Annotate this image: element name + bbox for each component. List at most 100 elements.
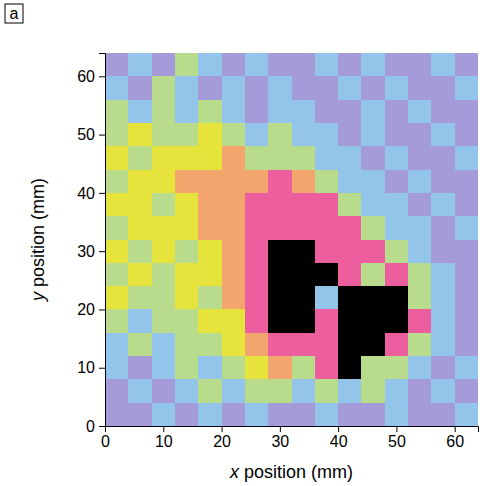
heat-cell — [408, 193, 431, 216]
x-tick-mark — [163, 426, 164, 432]
heat-cell — [105, 356, 128, 379]
heat-cell — [128, 170, 151, 193]
heat-cell — [385, 193, 408, 216]
heat-cell — [431, 53, 454, 76]
heat-cell — [361, 123, 384, 146]
heat-cell — [268, 216, 291, 239]
heat-cell — [268, 123, 291, 146]
y-tick-label: 20 — [77, 301, 95, 318]
heat-cell — [105, 333, 128, 356]
heat-cell — [222, 123, 245, 146]
heat-cell — [455, 263, 478, 286]
heat-cell — [105, 403, 128, 426]
heat-cell — [408, 309, 431, 332]
heat-cell — [361, 333, 384, 356]
heat-cell — [408, 263, 431, 286]
panel-letter: a — [10, 5, 19, 22]
heat-cell — [455, 146, 478, 169]
heat-cell — [222, 170, 245, 193]
heat-cell — [198, 193, 221, 216]
x-axis-line — [106, 427, 479, 433]
heat-cell — [268, 263, 291, 286]
heat-cell — [338, 76, 361, 99]
y-tick-mark — [99, 251, 105, 252]
heat-cell — [198, 286, 221, 309]
heat-cell — [152, 333, 175, 356]
x-tick-mark — [222, 426, 223, 432]
heat-cell — [385, 286, 408, 309]
y-tick-label: 0 — [86, 418, 95, 435]
heat-cell — [268, 286, 291, 309]
heat-cell — [105, 170, 128, 193]
heat-cell — [361, 146, 384, 169]
heat-cell — [245, 146, 268, 169]
heat-cell — [268, 356, 291, 379]
heat-cell — [455, 379, 478, 402]
y-axis-line — [99, 54, 106, 427]
y-tick-label: 40 — [77, 184, 95, 201]
heat-cell — [292, 100, 315, 123]
heat-cell — [105, 263, 128, 286]
x-tick-label: 0 — [101, 433, 110, 450]
heat-cell — [105, 100, 128, 123]
heat-cell — [222, 76, 245, 99]
x-tick-label: 60 — [446, 433, 464, 450]
heat-cell — [245, 240, 268, 263]
heat-cell — [408, 146, 431, 169]
heat-cell — [175, 309, 198, 332]
heat-cell — [385, 53, 408, 76]
y-tick-label: 60 — [77, 68, 95, 85]
heat-cell — [431, 356, 454, 379]
heat-cell — [408, 379, 431, 402]
heat-cell — [152, 403, 175, 426]
heat-cell — [361, 170, 384, 193]
heat-cell — [338, 309, 361, 332]
heat-cell — [222, 53, 245, 76]
heat-cell — [431, 193, 454, 216]
y-tick: 0 — [86, 418, 105, 435]
heat-cell — [268, 170, 291, 193]
heat-cell — [105, 193, 128, 216]
heat-cell — [315, 123, 338, 146]
heat-cell — [338, 240, 361, 263]
heat-cell — [128, 146, 151, 169]
heat-cell — [152, 263, 175, 286]
heat-cell — [361, 216, 384, 239]
heat-cell — [175, 123, 198, 146]
heat-cell — [315, 170, 338, 193]
heat-cell — [292, 216, 315, 239]
heat-cell — [222, 240, 245, 263]
heat-cell — [338, 53, 361, 76]
heat-cell — [245, 123, 268, 146]
heat-cell — [198, 100, 221, 123]
heat-cell — [152, 286, 175, 309]
heat-cell — [431, 216, 454, 239]
heat-cell — [292, 263, 315, 286]
heat-cell — [128, 356, 151, 379]
heat-cell — [408, 53, 431, 76]
heat-cell — [128, 403, 151, 426]
heat-cell — [431, 240, 454, 263]
x-tick: 40 — [330, 426, 348, 450]
x-tick: 20 — [213, 426, 231, 450]
heat-cell — [245, 286, 268, 309]
heat-cell — [222, 356, 245, 379]
heat-cell — [408, 216, 431, 239]
y-tick-label: 10 — [77, 359, 95, 376]
heat-cell — [222, 100, 245, 123]
heat-cell — [245, 193, 268, 216]
heat-cell — [315, 356, 338, 379]
heat-cell — [455, 123, 478, 146]
heat-cell — [198, 403, 221, 426]
heat-cell — [455, 309, 478, 332]
heat-cell — [338, 379, 361, 402]
heat-cell — [385, 333, 408, 356]
heat-cell — [128, 100, 151, 123]
y-tick-mark — [99, 193, 105, 194]
heat-cell — [408, 76, 431, 99]
heat-cell — [268, 403, 291, 426]
heat-cell — [175, 146, 198, 169]
heat-cell — [175, 193, 198, 216]
heat-cell — [198, 263, 221, 286]
heat-cell — [455, 216, 478, 239]
